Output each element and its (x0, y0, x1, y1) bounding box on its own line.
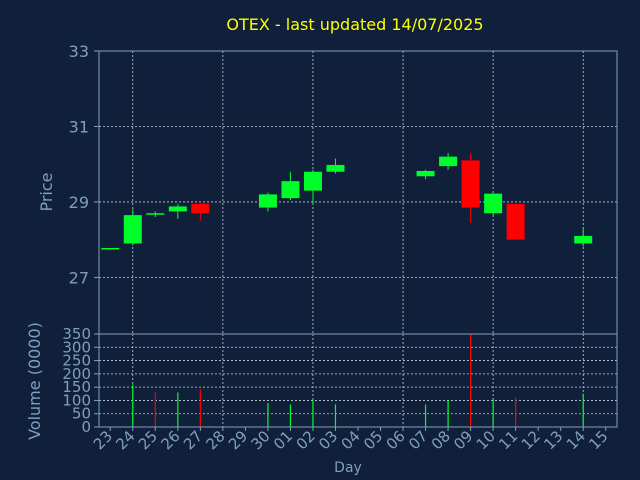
volume-tick-label: 150 (62, 378, 91, 396)
price-grid (99, 50, 617, 334)
price-axis-label: Price (37, 172, 56, 211)
volume-tick-label: 0 (81, 418, 91, 436)
candle-body (416, 170, 435, 177)
candle-body (146, 213, 165, 215)
volume-tick-label: 100 (62, 391, 91, 409)
candle-body (326, 164, 345, 172)
volume-bars (132, 334, 584, 427)
price-candles (101, 152, 593, 250)
volume-tick-label: 200 (62, 365, 91, 383)
candle-body (506, 203, 525, 240)
volume-tick-label: 300 (62, 338, 91, 356)
price-y-ticks: 27 29 31 33 (69, 42, 99, 287)
candle-body (281, 181, 300, 199)
price-tick-label: 33 (69, 42, 89, 61)
volume-grid (99, 333, 617, 428)
volume-tick-label: 50 (72, 405, 91, 423)
volume-tick-label: 250 (62, 352, 91, 370)
price-plot-frame (98, 50, 618, 335)
candle-body (303, 171, 322, 191)
volume-axis-label: Volume (0000) (25, 322, 44, 440)
candle-body (123, 215, 142, 244)
candle-body (101, 247, 120, 250)
price-tick-label: 31 (69, 117, 89, 136)
candle-body (258, 194, 277, 208)
price-tick-label: 27 (69, 268, 89, 287)
volume-plot-frame (98, 333, 618, 428)
candle-body (439, 156, 458, 167)
candle-body (168, 206, 187, 212)
chart-title: OTEX - last updated 14/07/2025 (226, 15, 483, 34)
candle-body (484, 193, 503, 214)
volume-tick-label: 350 (62, 325, 91, 343)
x-axis-ticks: 2324252627282930010203040506070809101112… (90, 427, 612, 453)
x-axis-label: Day (334, 460, 362, 476)
x-tick-label: 15 (585, 427, 611, 453)
candle-body (191, 203, 210, 214)
price-tick-label: 29 (69, 193, 89, 212)
candle-body (461, 160, 480, 208)
candle-body (574, 235, 593, 244)
